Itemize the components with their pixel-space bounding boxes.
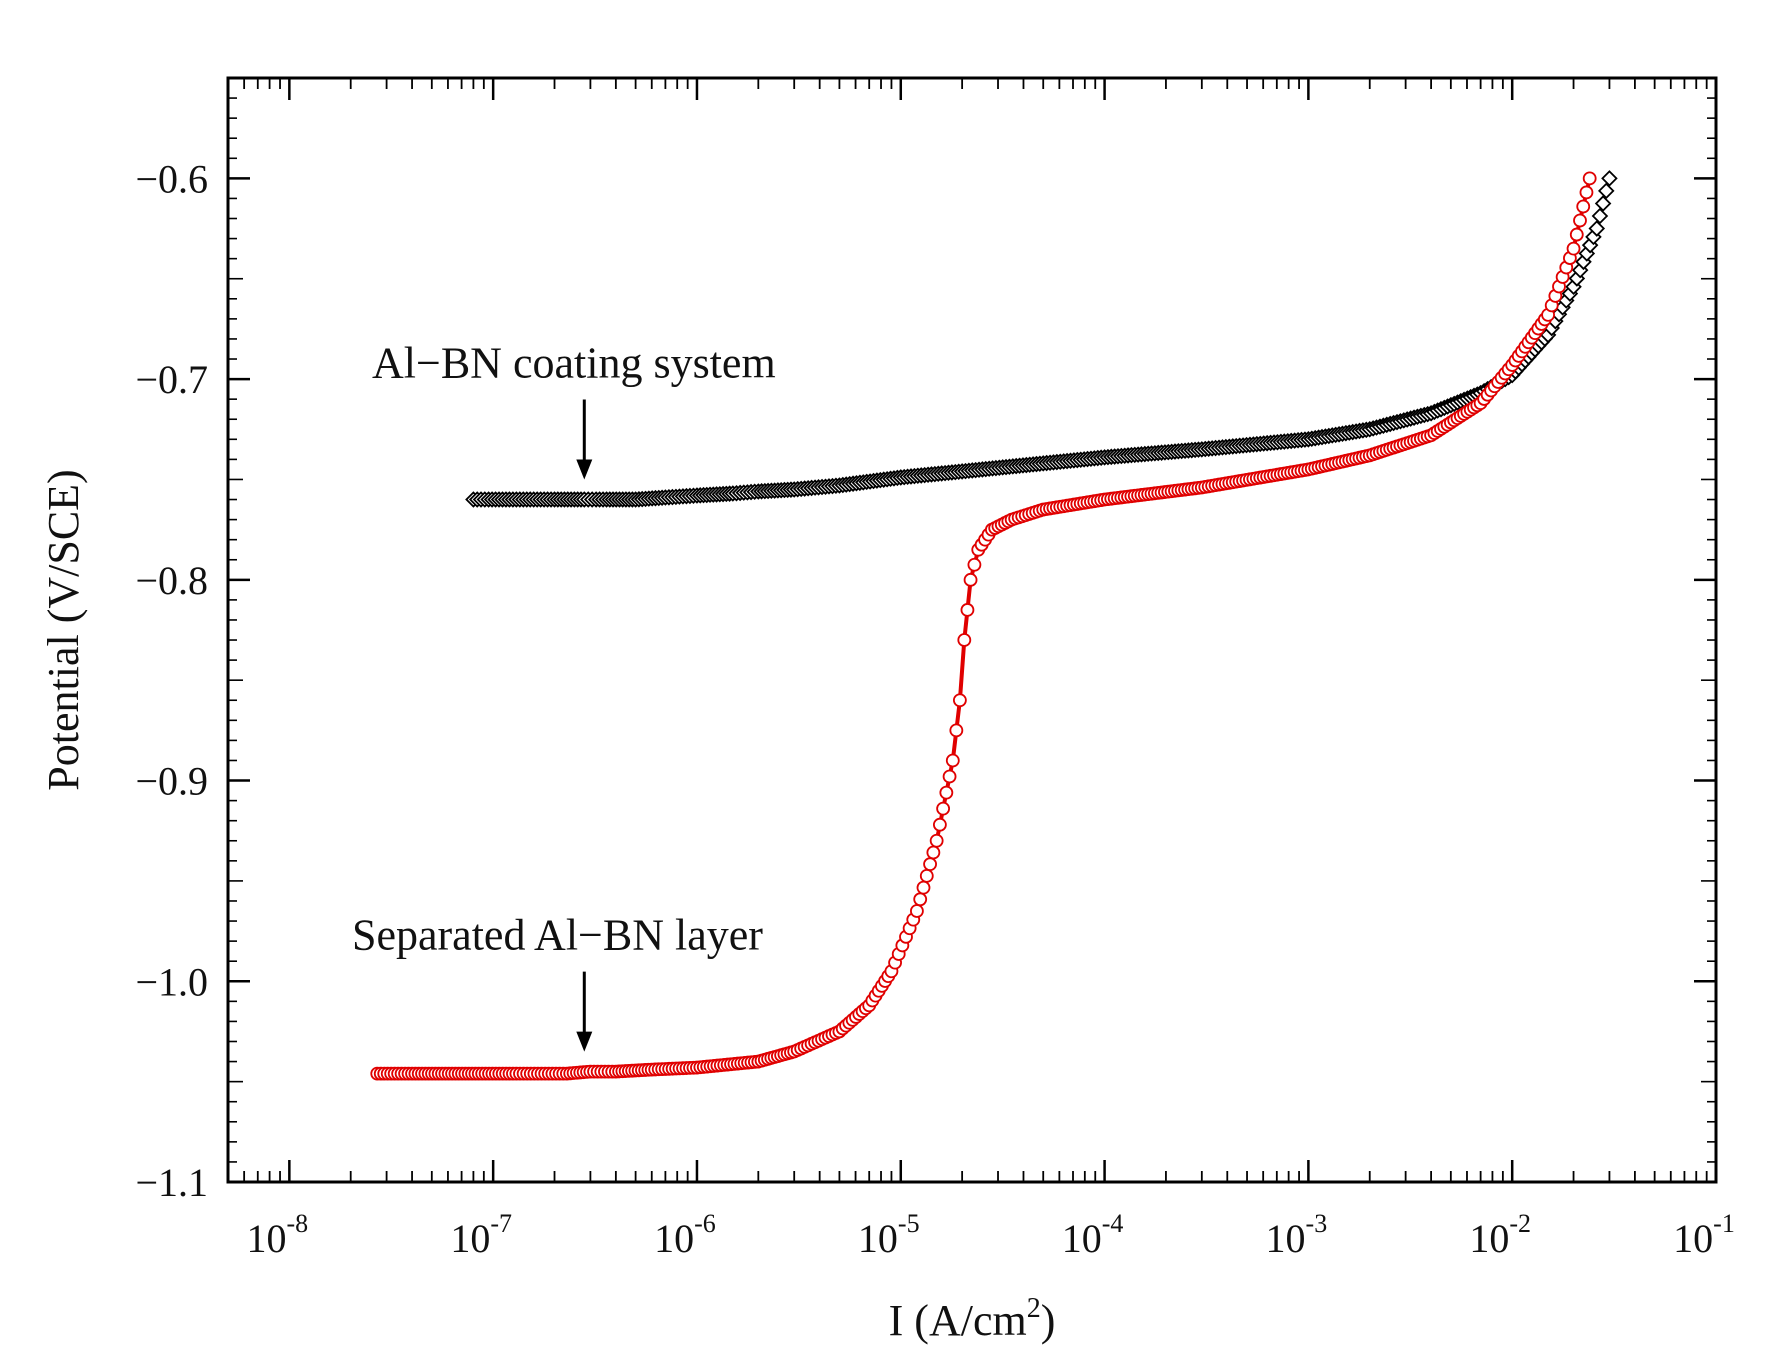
- x-tick-label-exp: -2: [1509, 1209, 1531, 1238]
- x-tick-label: 10-4: [1062, 1209, 1124, 1261]
- x-tick-label-base: 10: [450, 1216, 490, 1261]
- x-tick-label-base: 10: [1266, 1216, 1306, 1261]
- data-point-circle: [957, 633, 972, 647]
- data-point-circle: [942, 769, 957, 784]
- data-point-circle: [926, 845, 941, 860]
- data-point-circle: [923, 857, 937, 872]
- x-tick-label-exp: -5: [898, 1209, 920, 1238]
- data-point-circle: [945, 753, 960, 768]
- data-point-circle: [949, 723, 964, 738]
- data-point-circle: [1582, 171, 1597, 186]
- annotation-label: Al−BN coating system: [372, 338, 776, 387]
- data-point-circle: [1573, 213, 1587, 228]
- data-point-circle: [932, 817, 947, 832]
- x-tick-label: 10-3: [1266, 1209, 1328, 1261]
- y-tick-label: −0.6: [135, 156, 208, 201]
- x-tick-label-exp: -7: [490, 1209, 512, 1238]
- data-point-circle: [960, 603, 975, 617]
- data-point-circle: [1566, 241, 1581, 256]
- y-tick-label: −1.0: [135, 959, 208, 1004]
- x-tick-label-exp: -1: [1713, 1209, 1735, 1238]
- x-tick-label-base: 10: [1062, 1216, 1102, 1261]
- data-point-circle: [910, 904, 924, 918]
- tick-labels-layer: 10-8 10-7 10-6 10-5 10-4 10-3 10-2 10-1−0.6−0.7…: [135, 156, 1734, 1261]
- data-point-circle: [963, 572, 978, 587]
- y-tick-label: −0.9: [135, 759, 208, 804]
- x-tick-label-exp: -4: [1102, 1209, 1124, 1238]
- annotation-label: Separated Al−BN layer: [352, 911, 763, 960]
- x-tick-label-base: 10: [654, 1216, 694, 1261]
- x-tick-label: 10-7: [450, 1209, 512, 1261]
- x-axis-label-sup: 2: [1027, 1293, 1041, 1324]
- data-point-diamond: [1591, 207, 1609, 225]
- x-tick-label-base: 10: [1673, 1216, 1713, 1261]
- x-tick-label-exp: -3: [1306, 1209, 1328, 1238]
- x-tick-label-exp: -6: [694, 1209, 716, 1238]
- data-point-circle: [1569, 227, 1584, 242]
- data-point-circle: [1579, 185, 1594, 200]
- annotations-layer: Al−BN coating system Separated Al−BN laye…: [352, 338, 776, 1052]
- x-tick-label-base: 10: [247, 1216, 287, 1261]
- data-point-circle: [967, 557, 982, 572]
- x-tick-label: 10-6: [654, 1209, 716, 1261]
- x-tick-label: 10-1: [1673, 1209, 1735, 1261]
- y-tick-label: −0.7: [135, 357, 208, 402]
- annotation-arrow-head: [576, 1031, 593, 1052]
- plot-frame: [226, 76, 1718, 1184]
- x-tick-label: 10-2: [1469, 1209, 1531, 1261]
- y-axis-label: Potential (V/SCE): [39, 469, 88, 790]
- data-point-circle: [936, 801, 951, 816]
- x-tick-label: 10-8: [247, 1209, 309, 1261]
- data-point-diamond: [1601, 170, 1618, 187]
- data-markers-layer: [370, 170, 1618, 1081]
- x-axis-label: I (A/cm2): [889, 1293, 1056, 1345]
- y-tick-label: −1.1: [135, 1160, 208, 1205]
- y-tick-label: −0.8: [135, 558, 208, 603]
- x-axis-label-main: I (A/cm: [889, 1296, 1027, 1345]
- data-point-circle: [1576, 199, 1591, 214]
- data-point-circle: [919, 868, 934, 883]
- data-point-circle: [952, 693, 967, 708]
- x-tick-label-base: 10: [858, 1216, 898, 1261]
- x-axis-label-end: ): [1041, 1296, 1056, 1345]
- data-point-diamond: [1588, 220, 1606, 237]
- data-point-circle: [929, 833, 944, 848]
- data-point-diamond: [1597, 182, 1615, 200]
- x-tick-label: 10-5: [858, 1209, 920, 1261]
- data-point-circle: [916, 880, 931, 895]
- data-point-circle: [939, 785, 954, 800]
- ticks-layer: [227, 77, 1718, 1184]
- data-point-circle: [913, 892, 928, 907]
- annotation-arrow-head: [576, 459, 593, 480]
- x-tick-label-exp: -8: [287, 1209, 309, 1238]
- x-tick-label-base: 10: [1469, 1216, 1509, 1261]
- data-point-diamond: [1594, 195, 1612, 212]
